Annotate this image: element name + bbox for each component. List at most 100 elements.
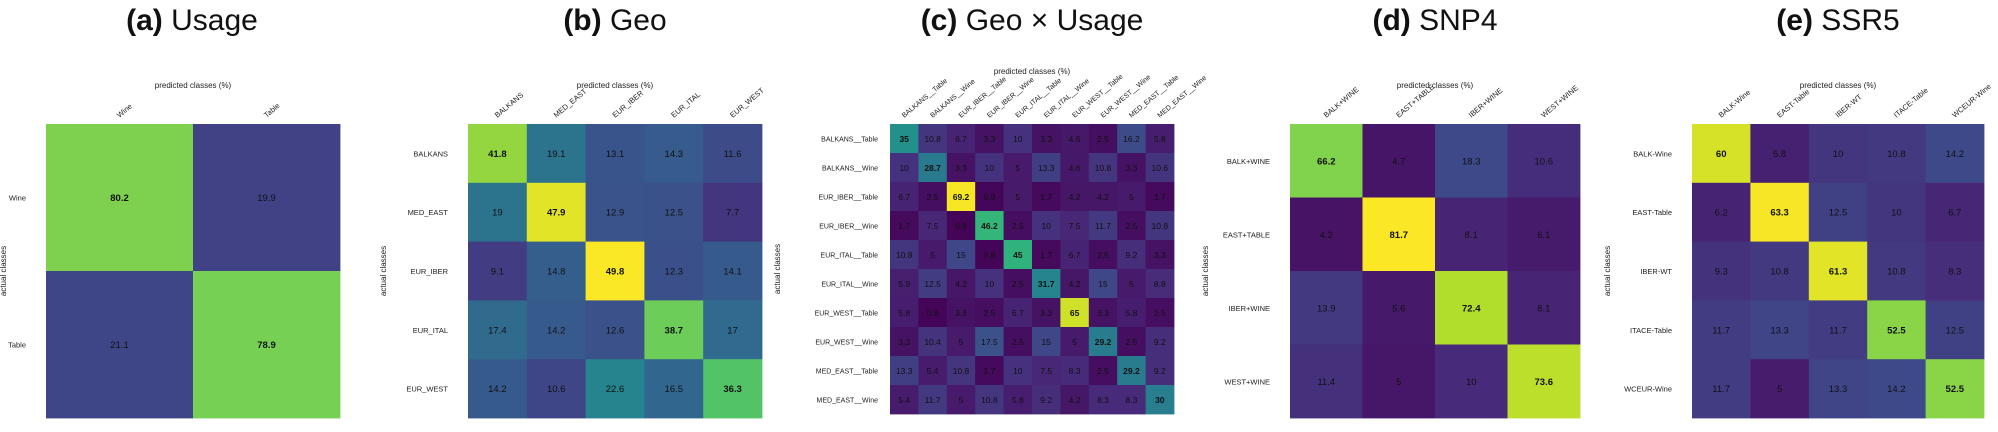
cell-value-label: 7.5 [1040,366,1052,376]
heatmap-cell [1145,211,1175,241]
heatmap-cell [1808,300,1868,360]
cell-value-label: 14.8 [547,267,566,278]
cell-value-label: 12.5 [924,279,941,289]
heatmap-cell [468,300,528,360]
heatmap-cell [526,359,586,419]
cell-value-label: 66.2 [1317,156,1336,167]
heatmap-cell [975,153,1004,183]
cell-value-label: 5.8 [898,308,910,318]
heatmap-cell [1145,356,1175,386]
cell-value-label: 2.5 [927,192,939,202]
heatmap-cell [946,356,976,386]
heatmap-cell [1032,356,1061,386]
heatmap-cell [1925,359,1985,419]
cell-value-label: 12.5 [1829,208,1848,219]
cell-value-label: 19 [492,208,503,219]
cell-value-label: 52.5 [1887,325,1906,336]
cell-value-label: 41.8 [488,149,507,160]
cell-value-label: 9.2 [1154,366,1166,376]
heatmap-cell [1145,269,1175,299]
heatmap-cell [644,182,704,242]
panel-name: Geo × Usage [957,4,1143,37]
heatmap-cell [468,124,528,184]
cell-value-label: 5 [1129,192,1134,202]
cell-value-label: 3.3 [955,308,967,318]
heatmap-cell [1060,298,1090,328]
cell-value-label: 13.3 [1770,325,1789,336]
cell-value-label: 2.5 [1097,134,1109,144]
panel-title: (c) Geo × Usage [921,4,1144,37]
heatmap-cell [918,269,948,299]
heatmap-cell [644,300,704,360]
cell-value-label: 10 [985,163,995,173]
heatmap-cell [1117,153,1146,183]
heatmap-cell [1692,124,1751,184]
heatmap-cell [1003,327,1033,357]
cell-value-label: 5 [1777,384,1782,395]
heatmap-cell [1145,182,1175,212]
heatmap-cell [1088,182,1118,212]
cell-value-label: 12.5 [665,208,684,219]
y-tick-label: EUR_ITAL [413,326,448,335]
heatmap-cell [585,300,645,360]
heatmap-cell [1145,327,1175,357]
cell-value-label: 15 [1098,279,1108,289]
heatmap-cell [975,211,1004,241]
x-axis-label: predicted classes (%) [1397,81,1474,90]
panel-title: (b) Geo [563,4,666,37]
x-tick-label: EAST-Table [1775,87,1811,119]
heatmap-cell [1003,269,1033,299]
cell-value-label: 5 [1015,192,1020,202]
heatmap-cell [1925,241,1985,301]
y-tick-label: BALKANS [413,149,448,158]
heatmap-cell [1507,124,1581,198]
heatmap-cell [1088,385,1118,415]
heatmap-cell [975,269,1004,299]
cell-value-label: 6.1 [1537,230,1550,241]
heatmap-cell [1362,197,1436,272]
cell-value-label: 21.1 [110,340,129,351]
x-tick-label: BALKANS__Table [901,78,949,120]
cell-value-label: 12.6 [606,325,625,336]
heatmap-cell [644,359,704,419]
heatmap-cell [585,182,645,242]
panel-name: Usage [163,4,258,37]
cell-value-label: 4.6 [1069,163,1081,173]
cell-value-label: 46.2 [981,221,998,231]
heatmap-cell [975,356,1004,386]
heatmap-cell [703,124,763,184]
heatmap-cell [1692,182,1751,242]
cell-value-label: 5.8 [1012,395,1024,405]
cell-value-label: 10 [899,163,909,173]
y-tick-label: BALK+WINE [1227,157,1270,166]
heatmap-cell [585,359,645,419]
heatmap-cell [1867,359,1926,419]
y-axis-label: actual classes [1201,246,1210,296]
cell-value-label: 10 [1833,149,1844,160]
cell-value-label: 31.7 [1038,279,1055,289]
heatmap-cell [468,182,528,242]
cell-value-label: 1.7 [1154,192,1166,202]
x-tick-label: BALK+WINE [1322,85,1361,120]
heatmap-cell [1362,344,1436,419]
cell-value-label: 5.9 [898,279,910,289]
cell-value-label: 2.5 [1125,337,1137,347]
heatmap-cell [946,385,976,415]
heatmap-cell [585,241,645,301]
cell-value-label: 9.1 [491,267,504,278]
cell-value-label: 1.7 [1040,250,1052,260]
heatmap-cell [1362,271,1436,345]
heatmap-cell [1145,240,1175,270]
heatmap-cell [1117,327,1146,357]
cell-value-label: 4.2 [1320,230,1333,241]
cell-value-label: 7.7 [726,208,739,219]
heatmap-cell [1867,124,1926,184]
heatmap-cell [1808,182,1868,242]
cell-value-label: 0.8 [955,221,967,231]
cell-value-label: 5 [1072,337,1077,347]
cell-value-label: 2.5 [1097,250,1109,260]
cell-value-label: 0.8 [983,250,995,260]
heatmap-cell [1290,124,1363,198]
x-tick-label: BALKANS [493,90,525,119]
cell-value-label: 0.8 [927,308,939,318]
